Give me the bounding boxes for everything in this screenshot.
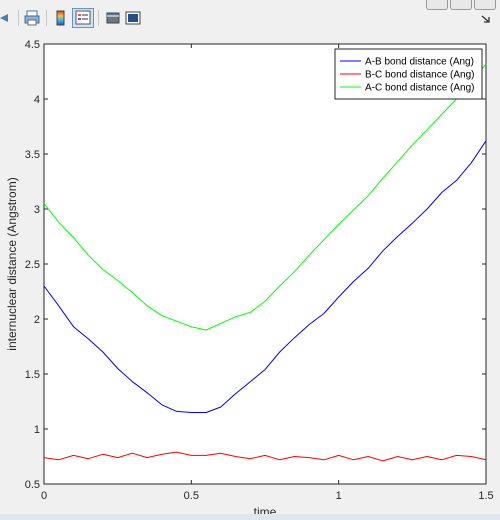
maximize-icon[interactable] [450, 0, 472, 10]
x-tick-label: 0.5 [184, 490, 199, 502]
lines-layer [43, 63, 487, 462]
toolbar-separator [46, 10, 47, 26]
colorbar-icon[interactable] [52, 10, 70, 26]
y-tick-label: 1 [34, 424, 40, 436]
print-icon[interactable] [24, 10, 42, 26]
y-tick-label: 3 [34, 204, 40, 216]
close-icon[interactable] [474, 0, 496, 10]
dock-arrow-icon[interactable] [480, 14, 492, 24]
y-tick-label: 4 [34, 94, 40, 106]
minimize-icon[interactable] [426, 0, 448, 10]
ticks-layer: 0 0.5 1 1.50.511.522.533.544.5 [25, 39, 494, 502]
y-tick-label: 4.5 [25, 39, 40, 51]
show-plot-tools-icon[interactable] [124, 10, 142, 26]
series-line-ab[interactable] [43, 140, 487, 413]
legend-entry-ac: A-C bond distance (Ang) [365, 83, 475, 94]
plot-svg: 0 0.5 1 1.50.511.522.533.544.5 time internu… [5, 39, 494, 519]
y-tick-label: 3.5 [25, 149, 40, 161]
hide-plot-tools-icon[interactable] [104, 10, 122, 26]
y-axis-label: internuclear distance (Angstrom) [5, 177, 19, 350]
legend[interactable]: A-B bond distance (Ang) B-C bond distanc… [334, 48, 483, 100]
legend-entry-ab: A-B bond distance (Ang) [365, 57, 474, 68]
figure-canvas: 0 0.5 1 1.5 0.5 1 1.5 2 2.5 3 3.5 4 4.5 time internu… [0, 34, 500, 520]
figure-toolbar [0, 0, 500, 35]
y-tick-label: 0.5 [25, 479, 40, 491]
window-bottom-edge [0, 514, 500, 520]
legend-icon[interactable] [72, 8, 94, 28]
toolbar-separator [18, 10, 19, 26]
toolbar-separator [98, 10, 99, 26]
y-tick-label: 2 [34, 314, 40, 326]
legend-entry-bc: B-C bond distance (Ang) [365, 70, 475, 81]
y-tick-label: 1.5 [25, 369, 40, 381]
axes-area[interactable] [43, 43, 487, 485]
back-arrow-icon[interactable] [0, 10, 18, 26]
x-tick-label: 1 [336, 490, 342, 502]
x-tick-label: 0 [41, 490, 47, 502]
series-line-bc[interactable] [43, 451, 487, 462]
series-line-ac[interactable] [43, 63, 487, 331]
y-tick-label: 2.5 [25, 259, 40, 271]
x-tick-label: 1.5 [478, 490, 493, 502]
